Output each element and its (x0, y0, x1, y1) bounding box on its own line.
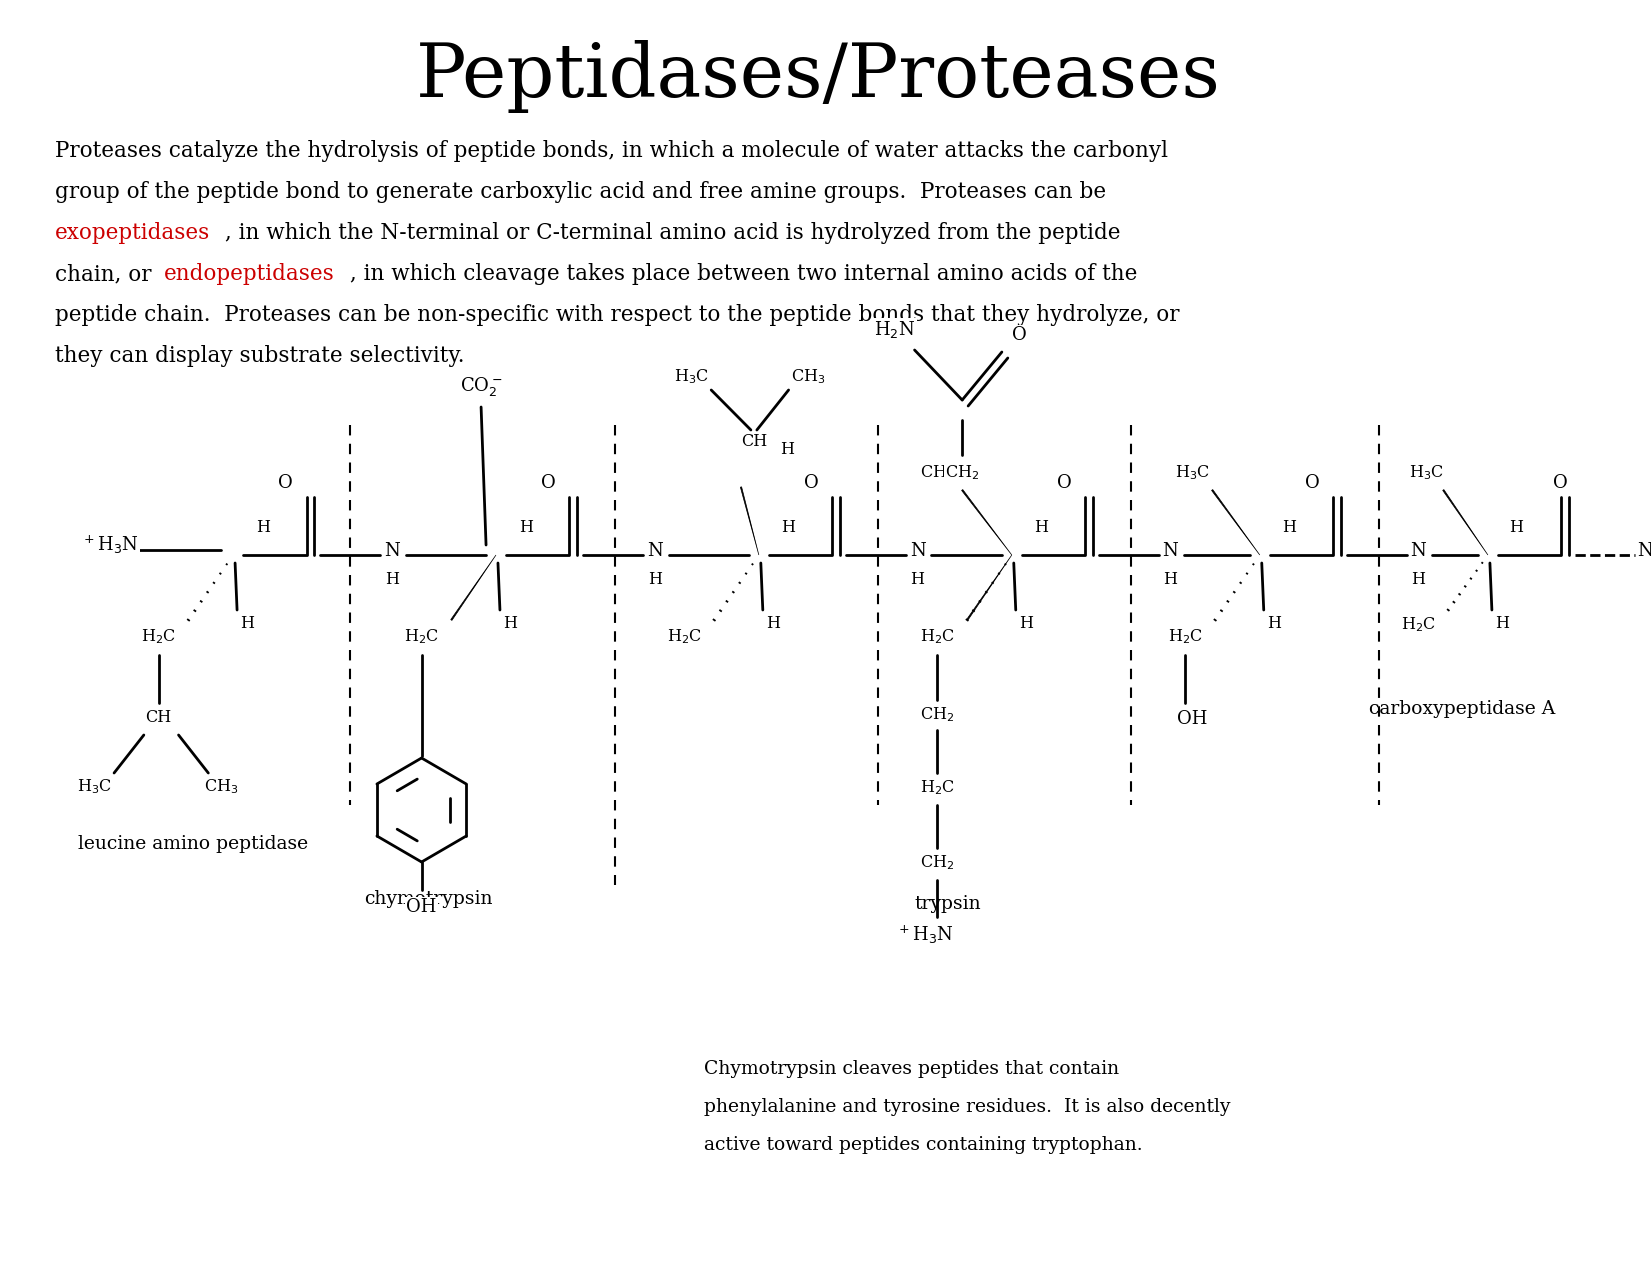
Text: H$_3$C: H$_3$C (1408, 464, 1445, 482)
Text: H$_2$C: H$_2$C (667, 627, 702, 646)
Text: N: N (1636, 542, 1651, 560)
Text: H: H (647, 570, 662, 588)
Text: O: O (542, 474, 556, 492)
Text: CH$_2$: CH$_2$ (920, 464, 954, 482)
Text: group of the peptide bond to generate carboxylic acid and free amine groups.  Pr: group of the peptide bond to generate ca… (54, 181, 1106, 203)
Text: leucine amino peptidase: leucine amino peptidase (78, 835, 309, 853)
Text: CH$_2$: CH$_2$ (920, 854, 954, 872)
Text: O: O (1304, 474, 1319, 492)
Text: N: N (1162, 542, 1179, 560)
Text: CH$_3$: CH$_3$ (205, 778, 238, 797)
Text: H$_2$C: H$_2$C (1402, 616, 1436, 635)
Text: H: H (1283, 519, 1296, 536)
Polygon shape (451, 555, 495, 621)
Text: H$_2$C: H$_2$C (920, 779, 954, 797)
Text: OH: OH (1177, 710, 1207, 728)
Text: $^+$H$_3$N: $^+$H$_3$N (896, 924, 953, 946)
Text: H$_2$C: H$_2$C (404, 627, 439, 646)
Text: H: H (911, 570, 925, 588)
Text: H: H (1035, 519, 1048, 536)
Text: O: O (279, 474, 294, 492)
Text: H: H (256, 519, 269, 536)
Text: H: H (766, 615, 779, 631)
Text: , in which the N-terminal or C-terminal amino acid is hydrolyzed from the peptid: , in which the N-terminal or C-terminal … (225, 222, 1121, 244)
Text: CH: CH (741, 432, 768, 450)
Text: H$_3$C: H$_3$C (76, 778, 112, 797)
Text: H: H (781, 519, 796, 536)
Text: O: O (1057, 474, 1071, 492)
Text: CO$_2^-$: CO$_2^-$ (461, 376, 502, 399)
Text: H$_2$C: H$_2$C (920, 627, 954, 646)
Text: N: N (910, 542, 926, 560)
Text: , in which cleavage takes place between two internal amino acids of the: , in which cleavage takes place between … (350, 263, 1138, 286)
Text: Proteases catalyze the hydrolysis of peptide bonds, in which a molecule of water: Proteases catalyze the hydrolysis of pep… (54, 140, 1167, 162)
Text: H: H (1164, 570, 1177, 588)
Text: H: H (504, 615, 517, 631)
Text: carboxypeptidase A: carboxypeptidase A (1369, 700, 1555, 718)
Text: N: N (647, 542, 662, 560)
Text: CH$_3$: CH$_3$ (791, 367, 826, 386)
Polygon shape (1212, 490, 1260, 555)
Text: H$_3$C: H$_3$C (674, 367, 708, 386)
Text: H: H (385, 570, 400, 588)
Text: H: H (1509, 519, 1522, 536)
Text: $^+$H$_3$N: $^+$H$_3$N (81, 534, 139, 556)
Text: H$_2$N: H$_2$N (873, 320, 915, 340)
Text: trypsin: trypsin (915, 895, 981, 913)
Polygon shape (1443, 490, 1488, 555)
Text: active toward peptides containing tryptophan.: active toward peptides containing trypto… (705, 1136, 1142, 1154)
Text: H$_2$C: H$_2$C (142, 627, 177, 646)
Text: H$_3$C: H$_3$C (1176, 464, 1210, 482)
Text: CH$_2$: CH$_2$ (944, 464, 979, 482)
Text: CH: CH (145, 709, 172, 725)
Text: H$_2$C: H$_2$C (1167, 627, 1204, 646)
Text: H: H (1266, 615, 1281, 631)
Text: O: O (1012, 326, 1027, 344)
Text: H: H (779, 440, 794, 458)
Polygon shape (966, 555, 1012, 621)
Text: chymotrypsin: chymotrypsin (365, 890, 492, 908)
Text: exopeptidases: exopeptidases (54, 222, 210, 244)
Text: OH: OH (406, 898, 438, 915)
Text: chain, or: chain, or (54, 263, 158, 286)
Text: CH$_2$: CH$_2$ (920, 705, 954, 724)
Text: O: O (1554, 474, 1568, 492)
Text: H: H (1494, 615, 1509, 631)
Text: Chymotrypsin cleaves peptides that contain: Chymotrypsin cleaves peptides that conta… (705, 1060, 1119, 1077)
Polygon shape (740, 487, 759, 555)
Text: N: N (1410, 542, 1426, 560)
Text: peptide chain.  Proteases can be non-specific with respect to the peptide bonds : peptide chain. Proteases can be non-spec… (54, 303, 1179, 326)
Text: H: H (239, 615, 254, 631)
Text: they can display substrate selectivity.: they can display substrate selectivity. (54, 346, 464, 367)
Text: H: H (1019, 615, 1032, 631)
Text: H: H (518, 519, 533, 536)
Text: H: H (1412, 570, 1425, 588)
Polygon shape (961, 490, 1012, 555)
Text: phenylalanine and tyrosine residues.  It is also decently: phenylalanine and tyrosine residues. It … (705, 1098, 1230, 1116)
Text: Peptidases/Proteases: Peptidases/Proteases (416, 40, 1220, 113)
Text: N: N (385, 542, 400, 560)
Text: endopeptidases: endopeptidases (163, 263, 335, 286)
Text: O: O (804, 474, 819, 492)
